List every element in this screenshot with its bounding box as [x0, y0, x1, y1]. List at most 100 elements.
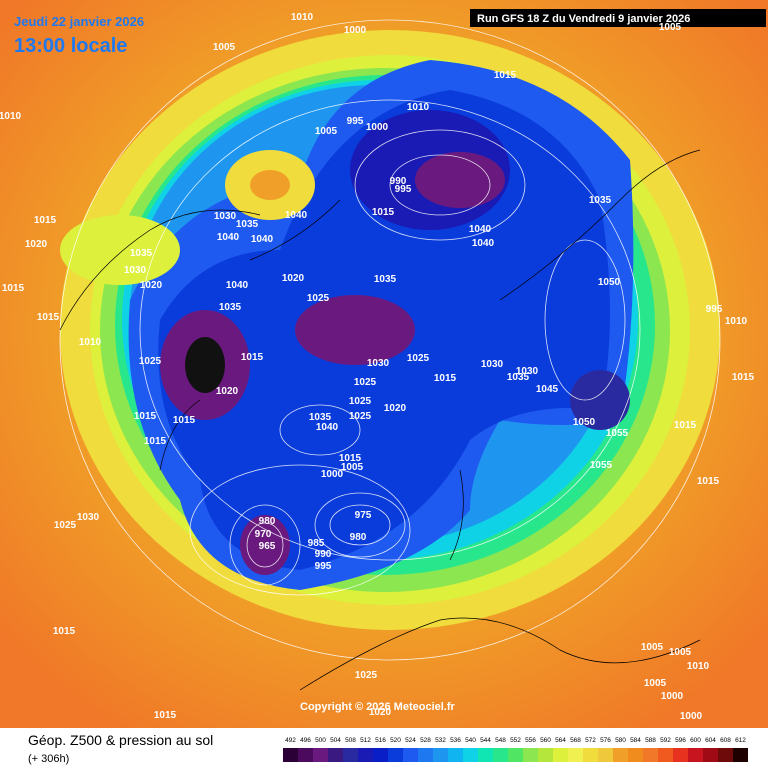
legend-swatch: [718, 748, 733, 762]
legend-value: 580: [615, 737, 626, 744]
isobar-label: 1055: [606, 428, 629, 439]
legend-value: 512: [360, 737, 371, 744]
legend-value: 600: [690, 737, 701, 744]
legend-value: 608: [720, 737, 731, 744]
isobar-label: 1055: [590, 460, 613, 471]
isobar-label: 1015: [53, 626, 76, 637]
isobar-label: 1005: [341, 462, 364, 473]
field: [0, 0, 768, 728]
isobar-label: 1025: [139, 356, 162, 367]
isobar-label: 965: [259, 541, 276, 552]
isobar-label: 1015: [37, 312, 60, 323]
legend-value: 592: [660, 737, 671, 744]
isobar-label: 1010: [407, 102, 430, 113]
legend-value: 568: [570, 737, 581, 744]
isobar-label: 985: [308, 538, 325, 549]
footer-title: Géop. Z500 & pression au sol: [28, 732, 213, 748]
isobar-label: 1000: [366, 122, 389, 133]
legend-swatch: [493, 748, 508, 762]
legend-value: 536: [450, 737, 461, 744]
legend: 492 496 500 504 508 512 516 520 524 528 532 536 540 5…: [283, 737, 748, 762]
legend-swatch: [418, 748, 433, 762]
legend-swatch: [343, 748, 358, 762]
isobar-label: 970: [255, 529, 272, 540]
legend-swatch: [553, 748, 568, 762]
isobar-label: 1040: [316, 422, 339, 433]
legend-value: 504: [330, 737, 341, 744]
legend-swatch: [463, 748, 478, 762]
isobar-label: 1015: [732, 372, 755, 383]
date: Jeudi 22 janvier 2026: [14, 14, 144, 29]
legend-swatch: [673, 748, 688, 762]
isobar-label: 1035: [374, 274, 397, 285]
isobar-label: 1030: [124, 265, 147, 276]
isobar-label: 1005: [641, 642, 664, 653]
legend-swatch: [703, 748, 718, 762]
isobar-label: 1015: [241, 352, 264, 363]
legend-swatch: [658, 748, 673, 762]
isobar-label: 1035: [219, 302, 242, 313]
isobar-label: 1010: [291, 12, 314, 23]
legend-value: 604: [705, 737, 716, 744]
legend-value: 520: [390, 737, 401, 744]
legend-swatch: [403, 748, 418, 762]
isobar-label: 1015: [339, 453, 362, 464]
isobar-label: 995: [315, 561, 332, 572]
legend-swatch: [328, 748, 343, 762]
legend-value: 528: [420, 737, 431, 744]
isobar-label: 1005: [315, 126, 338, 137]
isobar-label: 1015: [134, 411, 157, 422]
legend-value: 508: [345, 737, 356, 744]
legend-swatch: [508, 748, 523, 762]
isobar-label: 1005: [213, 42, 236, 53]
legend-swatch: [643, 748, 658, 762]
isobar-label: 1020: [216, 386, 239, 397]
isobar-label: 1015: [173, 415, 196, 426]
isobar-label: 1035: [309, 412, 332, 423]
isobar-label: 1005: [659, 22, 682, 33]
isobar-label: 1005: [669, 647, 692, 658]
legend-swatch: [373, 748, 388, 762]
copyright: Copyright © 2026 Meteociel.fr: [300, 701, 456, 713]
isobar-label: 1025: [54, 520, 77, 531]
isobar-label: 1000: [344, 25, 367, 36]
isobar-label: 1035: [589, 195, 612, 206]
footer-subtitle: (+ 306h): [28, 753, 69, 765]
legend-swatch: [613, 748, 628, 762]
isobar-label: 995: [395, 184, 412, 195]
legend-value: 560: [540, 737, 551, 744]
isobar-label: 1015: [434, 373, 457, 384]
isobar-label: 1035: [236, 219, 259, 230]
legend-value: 516: [375, 737, 386, 744]
isobar-label: 990: [315, 549, 332, 560]
legend-swatch: [628, 748, 643, 762]
isobar-label: 1000: [321, 469, 344, 480]
legend-swatch: [568, 748, 583, 762]
isobar-label: 1025: [349, 396, 372, 407]
isobar-label: 1015: [674, 420, 697, 431]
legend-swatch: [733, 748, 748, 762]
legend-swatch: [688, 748, 703, 762]
isobar-label: 1045: [536, 384, 559, 395]
isobar-label: 1020: [140, 280, 163, 291]
isobar-label: 1010: [79, 337, 102, 348]
legend-value: 492: [285, 737, 296, 744]
isobar-labels: 1010100010051010101510109951000100599099…: [0, 12, 755, 722]
legend-swatch: [433, 748, 448, 762]
isobar-label: 1030: [77, 512, 100, 523]
isobar-label: 1040: [226, 280, 249, 291]
isobar-label: 1015: [154, 710, 177, 721]
legend-value: 540: [465, 737, 476, 744]
isobar-label: 1025: [349, 411, 372, 422]
isobar-label: 1040: [469, 224, 492, 235]
isobar-label: 1025: [355, 670, 378, 681]
isobar-label: 1030: [214, 211, 237, 222]
legend-value: 524: [405, 737, 416, 744]
legend-value: 564: [555, 737, 566, 744]
legend-value: 584: [630, 737, 641, 744]
isobar-label: 1020: [282, 273, 305, 284]
legend-value: 556: [525, 737, 536, 744]
isobar-label: 995: [347, 116, 364, 127]
legend-value: 588: [645, 737, 656, 744]
isobar-label: 1040: [217, 232, 240, 243]
